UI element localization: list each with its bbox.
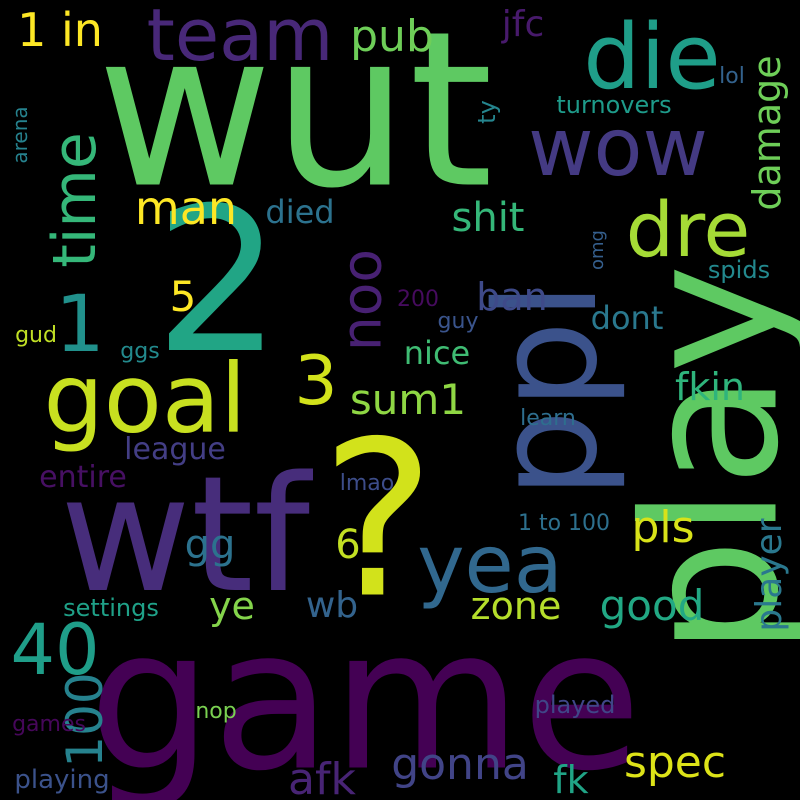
cloud-word-nop: nop	[195, 699, 237, 724]
cloud-word-good: good	[599, 581, 705, 630]
cloud-word-ty: ty	[473, 100, 501, 124]
cloud-word-gonna: gonna	[391, 739, 529, 790]
cloud-word-omg: omg	[587, 230, 608, 270]
cloud-word-pls: pls	[631, 502, 695, 553]
cloud-word-time: time	[40, 132, 110, 268]
cloud-word-die: die	[583, 5, 721, 110]
cloud-word-settings: settings	[63, 594, 159, 622]
cloud-word-ggs: ggs	[120, 339, 160, 364]
cloud-word-200: 200	[397, 287, 439, 312]
cloud-word-5: 5	[169, 272, 197, 321]
cloud-word-fkin: fkin	[674, 365, 746, 409]
cloud-word-lol: lol	[719, 64, 745, 89]
cloud-word-1-to-100: 1 to 100	[517, 511, 611, 536]
cloud-word-question-mark: ?	[320, 394, 436, 646]
cloud-word-wow: wow	[528, 101, 708, 194]
cloud-word-wb: wb	[305, 585, 359, 626]
cloud-word-died: died	[265, 193, 335, 231]
cloud-word-entire: entire	[39, 460, 127, 495]
cloud-word-lmao: lmao	[339, 471, 395, 496]
cloud-word-dre: dre	[625, 185, 751, 274]
cloud-word-player: player	[749, 518, 790, 632]
cloud-word-ban: ban	[476, 275, 548, 319]
cloud-word-team: team	[146, 0, 334, 77]
cloud-word-played: played	[534, 691, 616, 719]
cloud-word-turnovers: turnovers	[556, 91, 672, 119]
cloud-word-damage: damage	[745, 55, 789, 211]
cloud-word-wut: wut	[96, 0, 494, 236]
cloud-word-pub: pub	[350, 11, 434, 62]
cloud-word-2: 2	[154, 165, 282, 398]
cloud-word-jfc: jfc	[501, 4, 545, 45]
cloud-word-games: games	[12, 712, 86, 737]
cloud-word-spids: spids	[707, 256, 771, 284]
cloud-word-fk: fk	[553, 758, 589, 800]
cloud-word-shit: shit	[451, 195, 525, 241]
cloud-word-gud: gud	[15, 323, 57, 348]
cloud-word-yea: yea	[417, 518, 563, 611]
cloud-word-6: 6	[335, 522, 361, 568]
cloud-word-40: 40	[10, 609, 100, 691]
cloud-word-league: league	[124, 432, 226, 467]
cloud-word-arena: arena	[8, 106, 32, 164]
cloud-word-game: game	[88, 586, 642, 800]
cloud-word-nice: nice	[403, 334, 471, 372]
cloud-word-wtf: wtf	[60, 441, 310, 628]
cloud-word-spec: spec	[623, 737, 727, 788]
cloud-word-sum1: sum1	[349, 375, 467, 424]
cloud-word-afk: afk	[288, 754, 356, 800]
cloud-word-learn: learn	[520, 406, 576, 431]
cloud-word-zone: zone	[470, 584, 562, 628]
cloud-word-guy: guy	[437, 309, 479, 334]
cloud-word-playing: playing	[14, 765, 110, 795]
cloud-word-ye: ye	[209, 584, 255, 628]
cloud-word-goal: goal	[43, 344, 247, 455]
cloud-word-1-in: 1 in	[17, 3, 103, 57]
cloud-word-1: 1	[55, 280, 105, 370]
cloud-word-dont: dont	[590, 299, 664, 337]
cloud-word-noo: noo	[329, 248, 394, 352]
cloud-word-man: man	[134, 181, 238, 235]
cloud-word-3: 3	[294, 342, 338, 421]
cloud-word-gg: gg	[184, 522, 236, 568]
